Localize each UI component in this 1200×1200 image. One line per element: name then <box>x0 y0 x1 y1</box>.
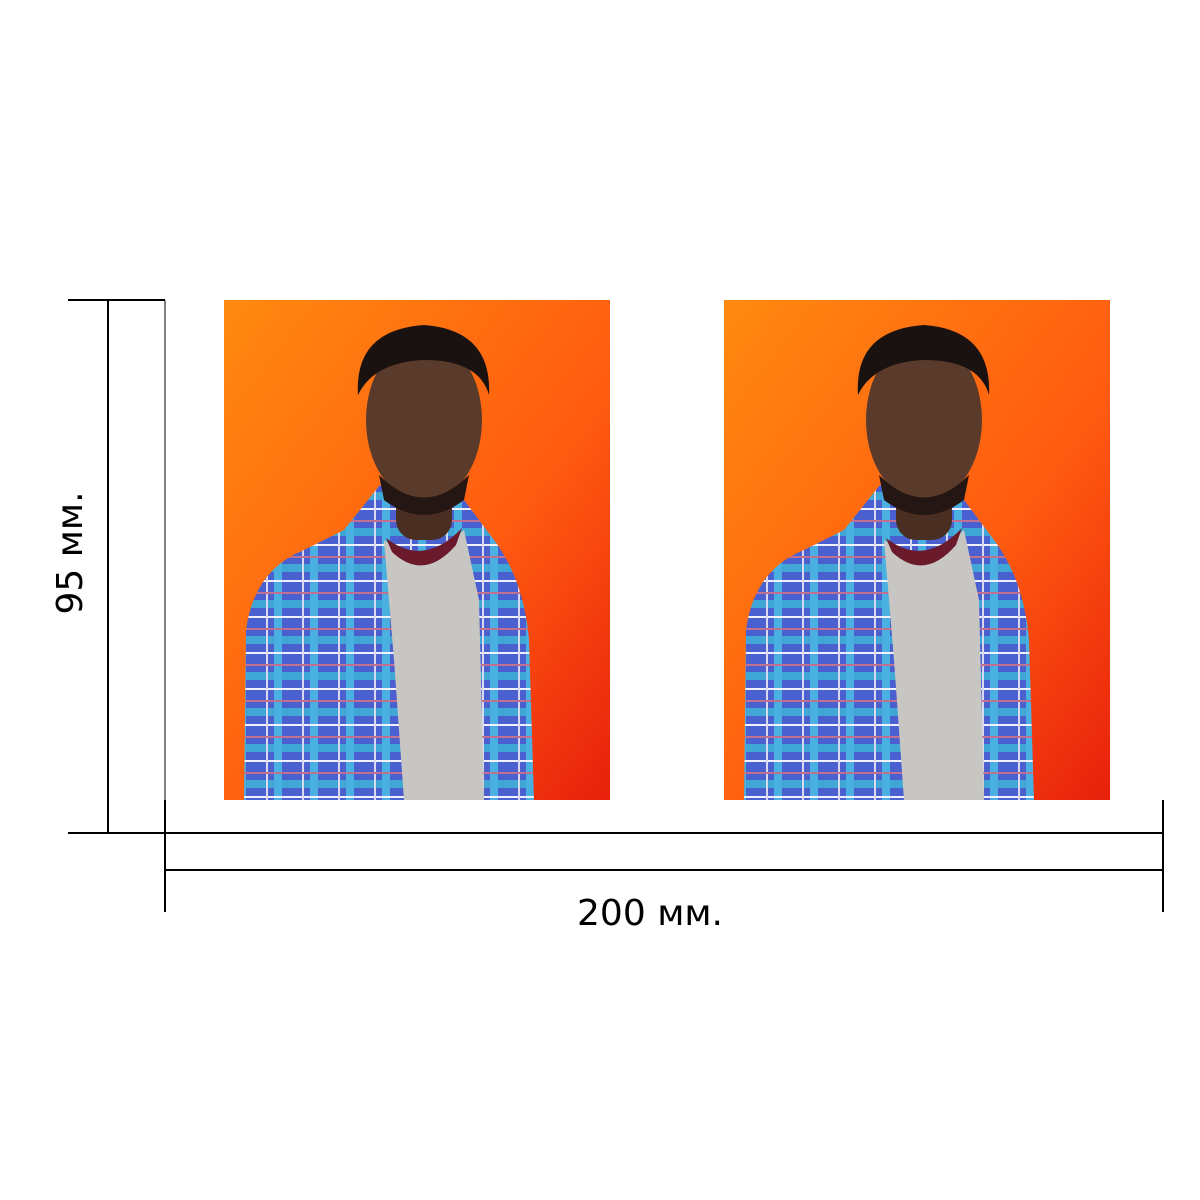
product-photo <box>224 300 610 800</box>
width-label: 200 мм. <box>577 893 723 934</box>
product-photo <box>724 300 1110 800</box>
width-dimension <box>164 800 1164 912</box>
height-dimension <box>68 299 166 834</box>
height-label: 95 мм. <box>50 491 91 614</box>
